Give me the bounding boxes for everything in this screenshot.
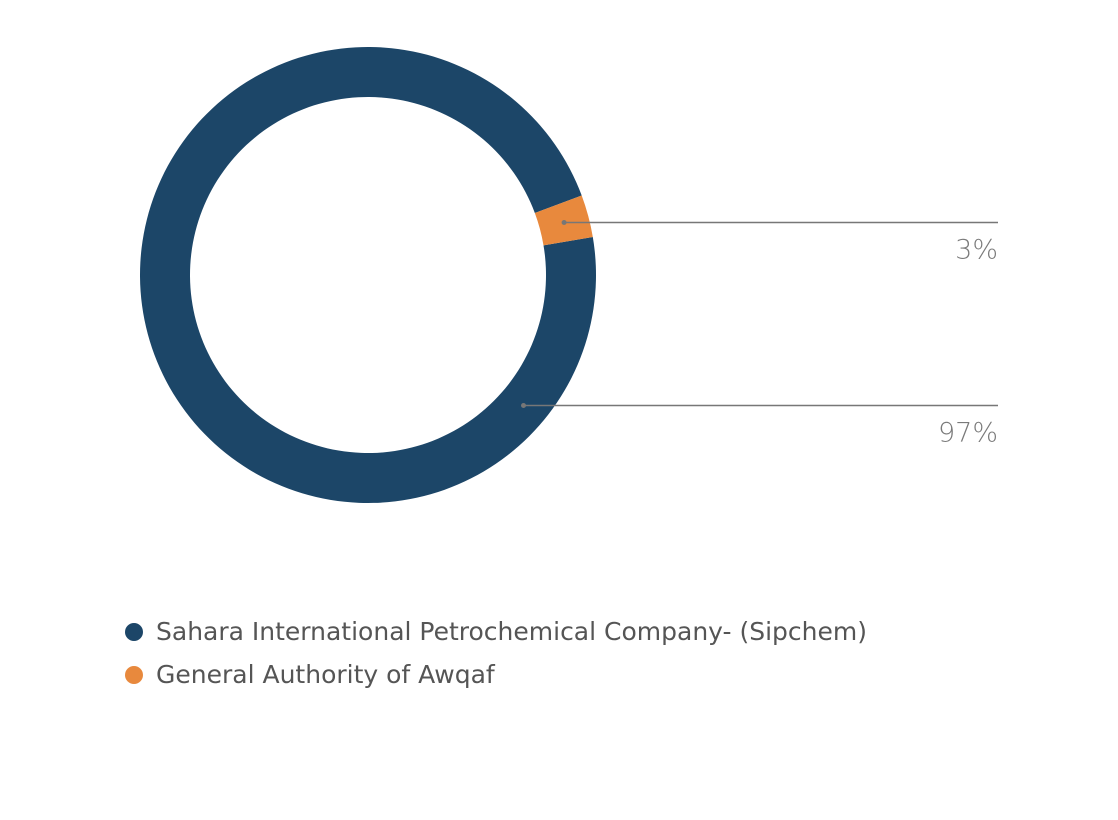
slice-sipchem xyxy=(139,46,596,503)
legend: Sahara International Petrochemical Compa… xyxy=(125,610,867,696)
legend-dot-awqaf xyxy=(125,665,143,684)
callouts: 3% 97% xyxy=(521,219,998,448)
donut-slices xyxy=(139,46,596,503)
legend-label-awqaf: General Authority of Awqaf xyxy=(156,660,495,689)
legend-item-sipchem: Sahara International Petrochemical Compa… xyxy=(125,610,867,653)
data-label-awqaf: 3% xyxy=(955,234,998,265)
data-label-sipchem: 97% xyxy=(938,417,998,448)
legend-label-sipchem: Sahara International Petrochemical Compa… xyxy=(156,617,867,646)
legend-item-awqaf: General Authority of Awqaf xyxy=(125,653,867,696)
legend-dot-sipchem xyxy=(125,622,143,641)
